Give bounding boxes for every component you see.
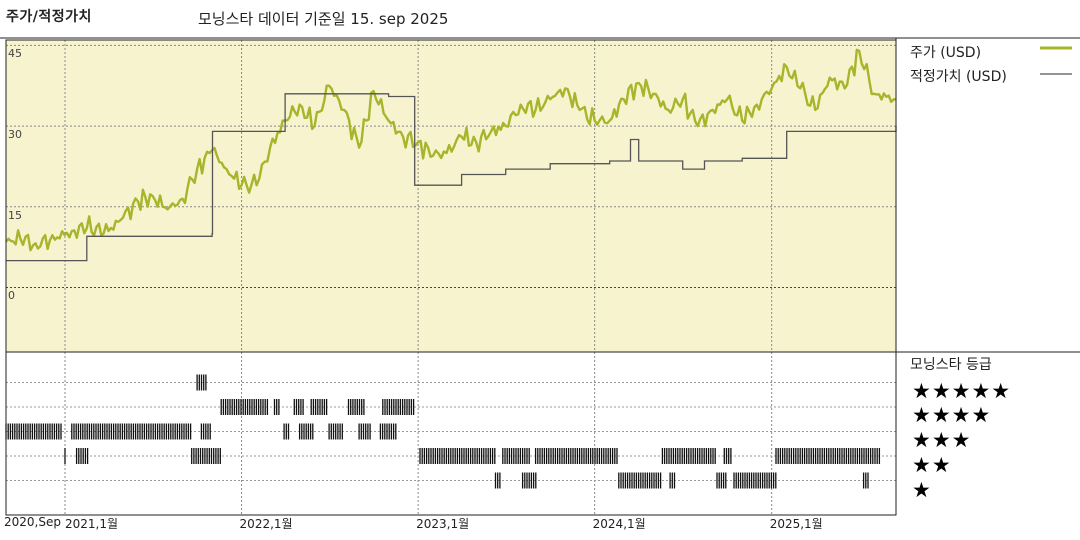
y-tick-label: 0	[8, 289, 15, 303]
legend-price-label: 주가 (USD)	[910, 45, 982, 61]
rating-history-bars	[5, 374, 881, 489]
fair-value-series-line	[6, 93, 897, 262]
y-tick-label: 30	[8, 128, 22, 142]
x-tick-label: 2023,1월	[416, 517, 470, 531]
rating-panel-title: 모닝스타 등급	[910, 357, 992, 373]
rating-row-4-stars: ★★★★	[912, 403, 992, 427]
y-tick-label: 15	[8, 208, 22, 222]
chart-title-left: 주가/적정가치	[6, 9, 92, 25]
plot-background	[6, 40, 896, 352]
legend-fair-label: 적정가치 (USD)	[910, 69, 1007, 85]
rating-row-5-stars: ★★★★★	[912, 379, 1012, 403]
x-tick-label: 2025,1월	[769, 517, 823, 531]
x-tick-label: 2022,1월	[239, 517, 293, 531]
series-lines	[5, 48, 897, 262]
x-tick-label: 2020,Sep	[4, 515, 61, 529]
rating-row-3-stars: ★★★	[912, 428, 972, 452]
price-series-line	[5, 48, 897, 252]
x-tick-label: 2021,1월	[65, 517, 119, 531]
x-tick-label: 2024,1월	[592, 517, 646, 531]
rating-row-1-star: ★	[912, 478, 932, 502]
rating-row-2-stars: ★★	[912, 453, 952, 477]
chart-frame	[0, 37, 1080, 516]
chart-title-center: 모닝스타 데이터 기준일 15. sep 2025	[198, 10, 449, 28]
y-tick-label: 45	[8, 47, 22, 61]
